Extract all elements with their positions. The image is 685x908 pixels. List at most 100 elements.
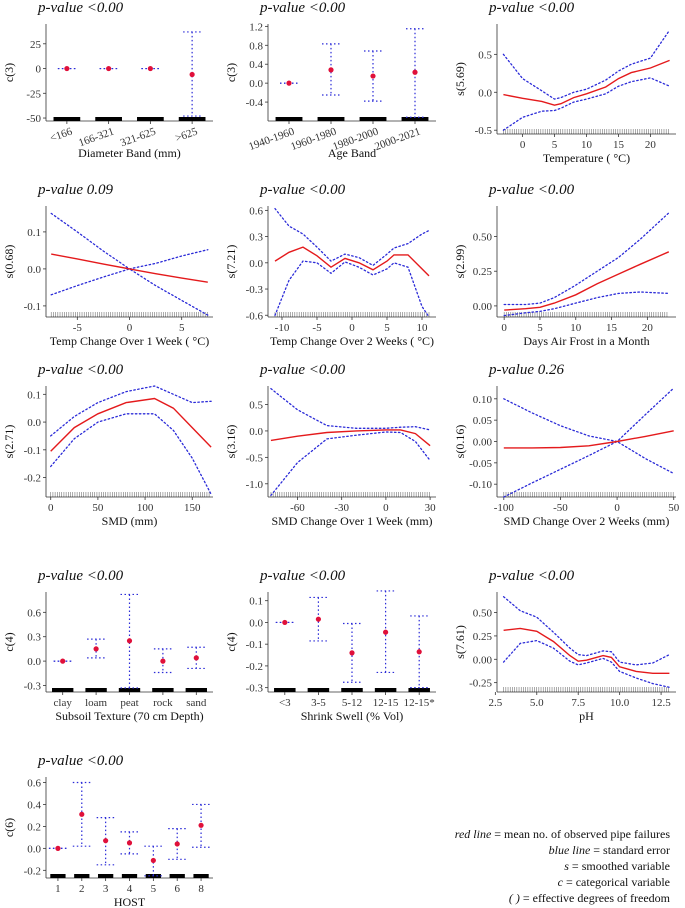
x-tick-label: 150 (184, 502, 201, 514)
estimate-point (193, 655, 199, 661)
panel-diameter: p-value <0.00 -50 -25 0 25 c(3) Diameter Band … (2, 0, 213, 160)
y-tick-label: -0.3 (246, 683, 264, 695)
y-tick-label: 0 (36, 64, 42, 76)
x-tick-label: 50 (92, 502, 104, 514)
x-axis-label: Temp Change Over 1 Week ( °C) (50, 334, 209, 348)
x-tick-label: 12-15 (373, 697, 399, 709)
se-upper-line (50, 385, 212, 437)
y-tick-label: -0.3 (24, 680, 42, 692)
x-tick-label: -50 (553, 502, 568, 514)
rug-block (341, 688, 363, 692)
y-tick-label: -0.2 (24, 865, 41, 877)
x-tick-label: 0 (48, 502, 54, 514)
x-axis-label: SMD Change Over 1 Week (mm) (271, 514, 432, 528)
x-tick-label: 0 (614, 502, 620, 514)
y-tick-label: -50 (26, 113, 41, 125)
x-tick-label: 30 (425, 502, 437, 514)
x-tick-label: 10 (570, 322, 582, 334)
y-tick-label: 0.0 (27, 843, 41, 855)
panel-title: p-value <0.00 (488, 568, 575, 584)
estimate-point (412, 69, 418, 75)
y-tick-label: 0.6 (27, 607, 41, 619)
x-tick-label: 0 (383, 502, 389, 514)
se-upper-line (502, 596, 671, 666)
x-tick-label: -5 (73, 322, 83, 334)
estimate-point (64, 65, 70, 72)
y-tick-label: 0.50 (473, 232, 493, 244)
estimate-point (328, 67, 334, 73)
rug-block (169, 874, 185, 878)
y-tick-label: -0.1 (24, 445, 41, 457)
estimate-point (349, 650, 355, 656)
y-tick-label: 0.4 (27, 799, 41, 811)
x-tick-label: 0 (127, 322, 133, 334)
x-axis-label: Age Band (328, 146, 376, 160)
estimate-point (286, 80, 292, 86)
panel-title: p-value <0.00 (259, 568, 346, 584)
rug-block (137, 117, 164, 121)
x-tick-label: 10 (581, 139, 593, 151)
x-tick-label: 15 (613, 139, 625, 151)
y-tick-label: -0.1 (24, 301, 41, 313)
x-axis-label: HOST (114, 895, 146, 908)
y-tick-label: 0.0 (249, 617, 263, 629)
y-tick-label: -0.2 (24, 473, 41, 485)
panel-age: p-value <0.00 -0.4 0.0 0.4 0.8 1.2 c(3) Age Ban… (224, 0, 436, 160)
x-tick-label: sand (186, 697, 207, 709)
panel-title: p-value 0.09 (37, 182, 113, 198)
y-axis-label: s(3.16) (224, 425, 238, 459)
legend-item-blue-line: blue line = standard error (548, 843, 670, 857)
rug-block (95, 117, 122, 121)
rug (503, 492, 674, 497)
rug-block (50, 874, 66, 878)
estimate-point (126, 638, 133, 644)
y-tick-label: 0.00 (473, 437, 493, 449)
x-axis-label: Subsoil Texture (70 cm Depth) (55, 709, 203, 723)
x-tick-label: loam (85, 697, 107, 709)
x-tick-label: <3 (279, 697, 291, 709)
panel-title: p-value <0.00 (37, 362, 124, 378)
rug (274, 312, 430, 317)
y-tick-label: -0.6 (246, 310, 264, 322)
y-tick-label: -25 (26, 88, 41, 100)
rug (503, 129, 669, 134)
legend-item-s: s = smoothed variable (564, 859, 670, 873)
x-tick-label: 5-12 (342, 697, 362, 709)
y-tick-label: 0.00 (473, 654, 493, 666)
se-lower-line (503, 440, 675, 498)
y-tick-label: 0.0 (27, 656, 41, 668)
y-tick-label: -0.10 (469, 479, 492, 491)
estimate-point (106, 65, 112, 72)
x-tick-label: -5 (312, 322, 322, 334)
x-tick-label: 0 (349, 322, 355, 334)
y-tick-label: 0.5 (478, 49, 492, 61)
y-tick-label: 0.6 (27, 777, 41, 789)
mean-line (503, 59, 670, 106)
x-tick-label: >625 (174, 125, 200, 144)
y-tick-label: 0.0 (478, 87, 492, 99)
estimate-point (383, 629, 389, 635)
y-tick-label: 0.3 (27, 632, 41, 644)
x-tick-label: 4 (127, 883, 133, 895)
y-tick-label: 0.1 (249, 596, 263, 608)
panel-title: p-value 0.26 (488, 362, 564, 378)
se-upper-line (502, 29, 671, 100)
estimate-point (60, 658, 66, 664)
panel-subsoil: p-value <0.00 -0.3 0.0 0.3 0.6 c(4) Subsoil Te… (2, 568, 213, 723)
se-upper-line (270, 387, 431, 431)
y-tick-label: 0.4 (249, 59, 263, 71)
x-tick-label: 8 (198, 883, 204, 895)
rug (503, 687, 669, 692)
x-tick-label: 12-15* (404, 697, 435, 709)
rug-block (152, 688, 174, 692)
rug (270, 492, 430, 497)
panel-tempchange1: p-value 0.09 -0.1 0.0 0.1 s(0.68) Temp Change… (2, 182, 213, 348)
rug-block (185, 688, 207, 692)
x-axis-label: Shrink Swell (% Vol) (301, 709, 404, 723)
x-tick-label: 5.0 (530, 697, 544, 709)
x-tick-label: peat (120, 697, 138, 709)
se-lower-line (270, 431, 431, 497)
x-tick-label: 10.0 (610, 697, 630, 709)
mean-line (504, 251, 670, 311)
se-lower-line (50, 413, 212, 495)
